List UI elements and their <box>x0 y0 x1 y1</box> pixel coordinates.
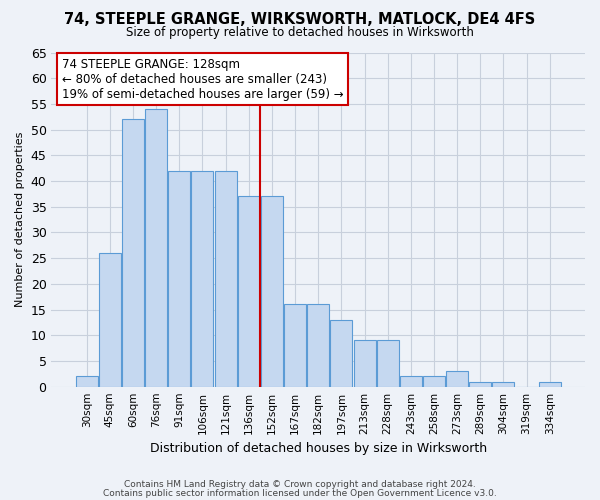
Text: 74 STEEPLE GRANGE: 128sqm
← 80% of detached houses are smaller (243)
19% of semi: 74 STEEPLE GRANGE: 128sqm ← 80% of detac… <box>62 58 344 100</box>
Bar <box>377 340 398 386</box>
Bar <box>215 170 236 386</box>
Bar <box>99 253 121 386</box>
Bar <box>307 304 329 386</box>
Bar <box>493 382 514 386</box>
Bar <box>400 376 422 386</box>
Bar <box>353 340 376 386</box>
Bar <box>539 382 561 386</box>
Bar <box>469 382 491 386</box>
Bar <box>331 320 352 386</box>
Bar <box>191 170 214 386</box>
Text: Contains HM Land Registry data © Crown copyright and database right 2024.: Contains HM Land Registry data © Crown c… <box>124 480 476 489</box>
Bar <box>284 304 306 386</box>
X-axis label: Distribution of detached houses by size in Wirksworth: Distribution of detached houses by size … <box>149 442 487 455</box>
Y-axis label: Number of detached properties: Number of detached properties <box>15 132 25 308</box>
Bar <box>122 120 144 386</box>
Text: Size of property relative to detached houses in Wirksworth: Size of property relative to detached ho… <box>126 26 474 39</box>
Bar <box>261 196 283 386</box>
Text: Contains public sector information licensed under the Open Government Licence v3: Contains public sector information licen… <box>103 488 497 498</box>
Bar <box>238 196 260 386</box>
Bar <box>145 109 167 386</box>
Bar <box>168 170 190 386</box>
Bar <box>423 376 445 386</box>
Bar <box>446 372 468 386</box>
Text: 74, STEEPLE GRANGE, WIRKSWORTH, MATLOCK, DE4 4FS: 74, STEEPLE GRANGE, WIRKSWORTH, MATLOCK,… <box>64 12 536 28</box>
Bar <box>76 376 98 386</box>
